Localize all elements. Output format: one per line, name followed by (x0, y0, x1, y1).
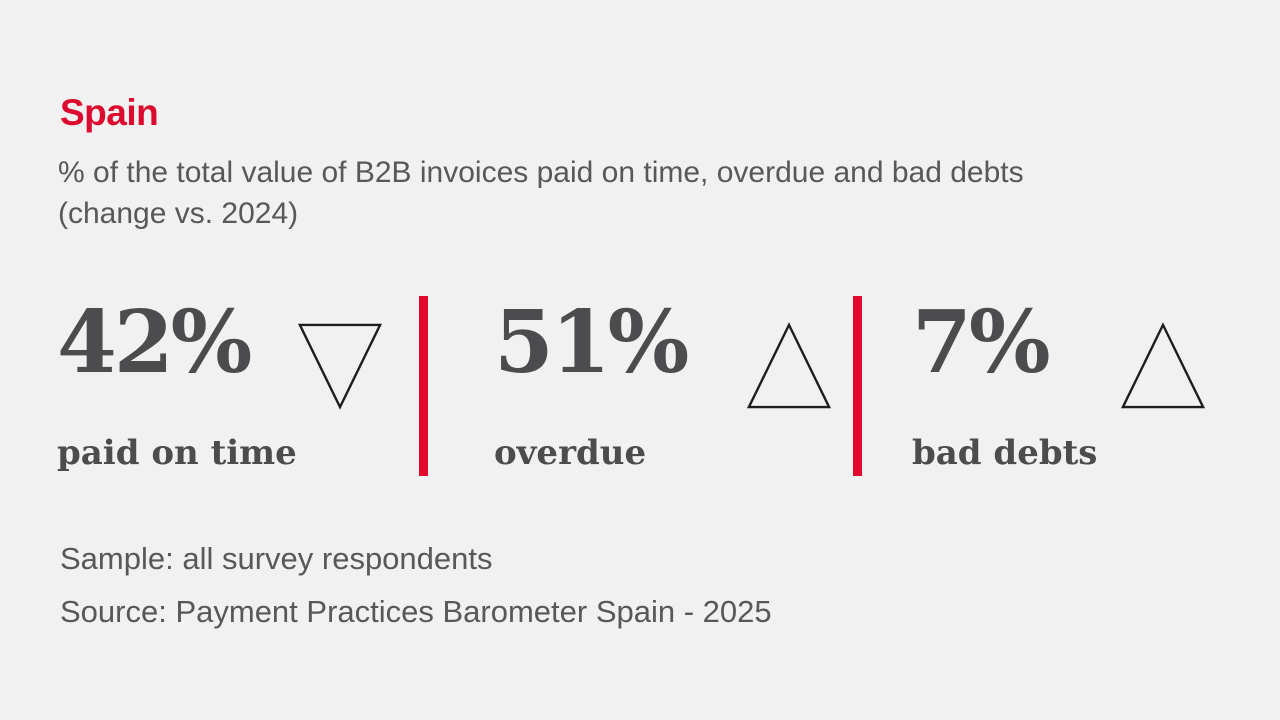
stat-label: overdue (494, 433, 647, 473)
subtitle-line-2: (change vs. 2024) (58, 197, 299, 230)
source-note: Source: Payment Practices Barometer Spai… (60, 594, 772, 629)
red-divider (853, 296, 862, 476)
stat-bad-debts: 7% bad debts (912, 300, 1206, 470)
sample-note: Sample: all survey respondents (60, 541, 493, 576)
chart-subtitle: % of the total value of B2B invoices pai… (58, 152, 1218, 234)
stat-paid-on-time: 42% paid on time (57, 300, 383, 470)
stat-overdue: 51% overdue (494, 300, 832, 470)
triangle-down-icon (298, 323, 383, 410)
triangle-up-icon (1120, 322, 1205, 409)
stat-value: 51% (494, 292, 689, 393)
triangle-up-icon (747, 322, 832, 409)
subtitle-line-1: % of the total value of B2B invoices pai… (58, 156, 1024, 189)
stat-value: 42% (57, 292, 252, 393)
page-title: Spain (60, 92, 159, 133)
stat-label: bad debts (912, 433, 1098, 473)
stat-value: 7% (912, 292, 1051, 393)
stat-label: paid on time (57, 433, 297, 473)
red-divider (419, 296, 428, 476)
